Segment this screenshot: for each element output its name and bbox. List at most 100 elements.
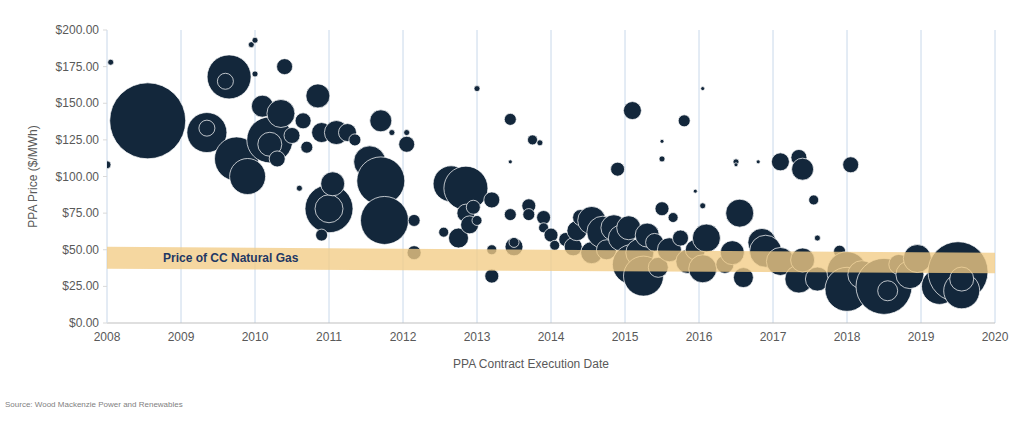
bubble bbox=[284, 127, 300, 143]
bubble bbox=[528, 135, 538, 145]
x-tick-label: 2017 bbox=[760, 330, 787, 344]
bubble bbox=[207, 55, 251, 99]
bubble bbox=[361, 196, 409, 244]
y-tick bbox=[103, 249, 107, 250]
x-tick-label: 2011 bbox=[316, 330, 342, 344]
chart: 2008 2009 2010 2011 2012 2013 2014 2015 2016 2017… bbox=[0, 0, 1024, 421]
x-tick-label: 2015 bbox=[612, 330, 639, 344]
x-axis-title: PPA Contract Execution Date bbox=[453, 357, 609, 371]
bubble bbox=[484, 192, 500, 208]
band-label: Price of CC Natural Gas bbox=[163, 251, 299, 265]
bubble bbox=[678, 115, 690, 127]
bubble bbox=[444, 166, 488, 210]
y-tick-label: $25.00 bbox=[62, 279, 99, 293]
bubble bbox=[700, 203, 706, 209]
x-tick-label: 2020 bbox=[982, 330, 1009, 344]
bubble bbox=[701, 87, 705, 91]
bubble bbox=[349, 134, 361, 146]
bubble bbox=[474, 86, 480, 92]
bubble bbox=[110, 83, 186, 159]
y-axis-title: PPA Price ($/MWh) bbox=[26, 125, 40, 227]
x-tick-label: 2016 bbox=[686, 330, 713, 344]
bubble bbox=[399, 136, 415, 152]
bubble bbox=[306, 84, 330, 108]
bubble bbox=[199, 120, 215, 136]
bubble bbox=[659, 156, 665, 162]
bubble bbox=[472, 215, 482, 225]
bubble bbox=[295, 113, 311, 129]
bubble bbox=[316, 229, 328, 241]
y-tick-label: $125.00 bbox=[56, 133, 100, 147]
bubble bbox=[485, 269, 499, 283]
bubble bbox=[230, 159, 266, 195]
bubble bbox=[692, 224, 720, 252]
y-tick-label: $50.00 bbox=[62, 243, 99, 257]
grid-line bbox=[773, 30, 774, 323]
bubble bbox=[252, 71, 258, 77]
bubble bbox=[673, 230, 689, 246]
y-tick bbox=[103, 139, 107, 140]
grid-line bbox=[995, 30, 996, 323]
bubble bbox=[544, 228, 558, 242]
bubble bbox=[301, 141, 313, 153]
bubbles bbox=[107, 37, 988, 314]
x-tick-label: 2008 bbox=[94, 330, 121, 344]
y-tick-label: $175.00 bbox=[56, 60, 100, 74]
bubble bbox=[321, 172, 345, 196]
bubble bbox=[693, 189, 697, 193]
y-tick bbox=[103, 323, 107, 324]
x-tick-label: 2019 bbox=[908, 330, 935, 344]
y-tick-label: $75.00 bbox=[62, 206, 99, 220]
bubble bbox=[107, 161, 111, 169]
y-tick bbox=[103, 66, 107, 67]
bubble bbox=[267, 100, 295, 128]
bubble bbox=[408, 214, 420, 226]
bubble bbox=[660, 139, 664, 143]
bubble bbox=[370, 110, 392, 132]
bubble bbox=[814, 235, 820, 241]
bubble bbox=[734, 163, 738, 167]
bubble bbox=[537, 140, 543, 146]
bubble bbox=[792, 158, 814, 180]
y-tick bbox=[103, 286, 107, 287]
bubble bbox=[269, 151, 285, 167]
y-tick-label: $200.00 bbox=[56, 23, 100, 37]
bubble bbox=[404, 130, 410, 136]
y-tick-label: $150.00 bbox=[56, 96, 100, 110]
y-tick bbox=[103, 213, 107, 214]
bubble bbox=[277, 59, 293, 75]
bubble bbox=[509, 237, 519, 247]
bubble bbox=[252, 37, 258, 43]
bubble bbox=[217, 73, 233, 89]
x-tick-label: 2010 bbox=[242, 330, 269, 344]
x-tick-label: 2014 bbox=[538, 330, 565, 344]
bubble bbox=[843, 157, 859, 173]
x-tick-label: 2009 bbox=[168, 330, 195, 344]
bubble bbox=[726, 199, 754, 227]
x-tick-label: 2012 bbox=[390, 330, 417, 344]
y-tick-label: $100.00 bbox=[56, 170, 100, 184]
grid-line bbox=[551, 30, 552, 323]
x-axis-line bbox=[107, 323, 995, 324]
bubble bbox=[523, 209, 535, 221]
x-tick-label: 2018 bbox=[834, 330, 861, 344]
bubble bbox=[550, 240, 560, 250]
bubble bbox=[504, 113, 516, 125]
bubble bbox=[668, 213, 678, 223]
bubble bbox=[508, 160, 512, 164]
bubble bbox=[771, 153, 789, 171]
source-note: Source: Wood Mackenzie Power and Renewab… bbox=[5, 400, 183, 409]
bubble bbox=[389, 130, 395, 136]
bubble bbox=[878, 281, 898, 301]
y-tick bbox=[103, 176, 107, 177]
bubble bbox=[466, 200, 480, 214]
bubble bbox=[809, 195, 819, 205]
bubble bbox=[296, 185, 302, 191]
bubble bbox=[756, 160, 760, 164]
bubble bbox=[315, 195, 343, 223]
grid-line bbox=[181, 30, 182, 323]
bubble bbox=[611, 162, 625, 176]
bubble bbox=[108, 59, 114, 65]
bubble bbox=[655, 202, 669, 216]
x-tick-label: 2013 bbox=[464, 330, 491, 344]
